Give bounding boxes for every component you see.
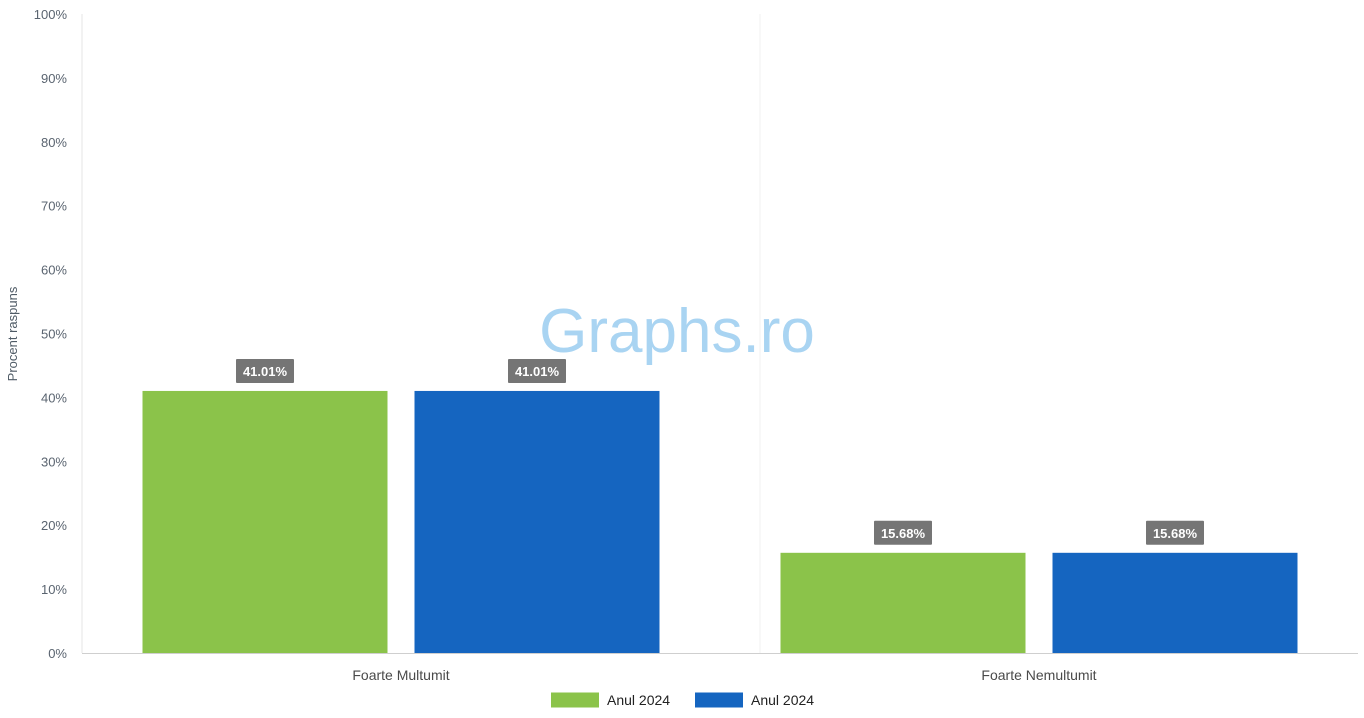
bar (142, 390, 388, 653)
data-label-bg (508, 358, 566, 383)
watermark-text: Graphs.ro (539, 297, 815, 366)
y-tick-label: 10% (41, 582, 67, 597)
data-label-bg (874, 520, 932, 545)
y-tick-label: 20% (41, 518, 67, 533)
legend-swatch (695, 692, 743, 708)
data-label-bg (1146, 520, 1204, 545)
data-label: 41.01% (515, 364, 560, 379)
x-category-label: Foarte Nemultumit (981, 667, 1096, 683)
y-tick-label: 50% (41, 327, 67, 342)
y-tick-label: 70% (41, 199, 67, 214)
y-tick-label: 90% (41, 71, 67, 86)
y-tick-label: 80% (41, 135, 67, 150)
legend-label: Anul 2024 (751, 692, 814, 708)
data-label-bg (236, 358, 294, 383)
data-label: 15.68% (1153, 526, 1198, 541)
legend-label: Anul 2024 (607, 692, 670, 708)
legend-swatch (551, 692, 599, 708)
y-tick-label: 40% (41, 390, 67, 405)
data-label: 15.68% (881, 526, 926, 541)
y-tick-label: 30% (41, 454, 67, 469)
data-label: 41.01% (243, 364, 288, 379)
bar (780, 552, 1026, 653)
x-category-label: Foarte Multumit (352, 667, 449, 683)
y-axis-title: Procent raspuns (5, 286, 20, 381)
y-tick-label: 60% (41, 263, 67, 278)
y-tick-label: 0% (48, 646, 67, 661)
y-tick-label: 100% (34, 7, 68, 22)
bar (1052, 552, 1298, 653)
bar (414, 390, 660, 653)
